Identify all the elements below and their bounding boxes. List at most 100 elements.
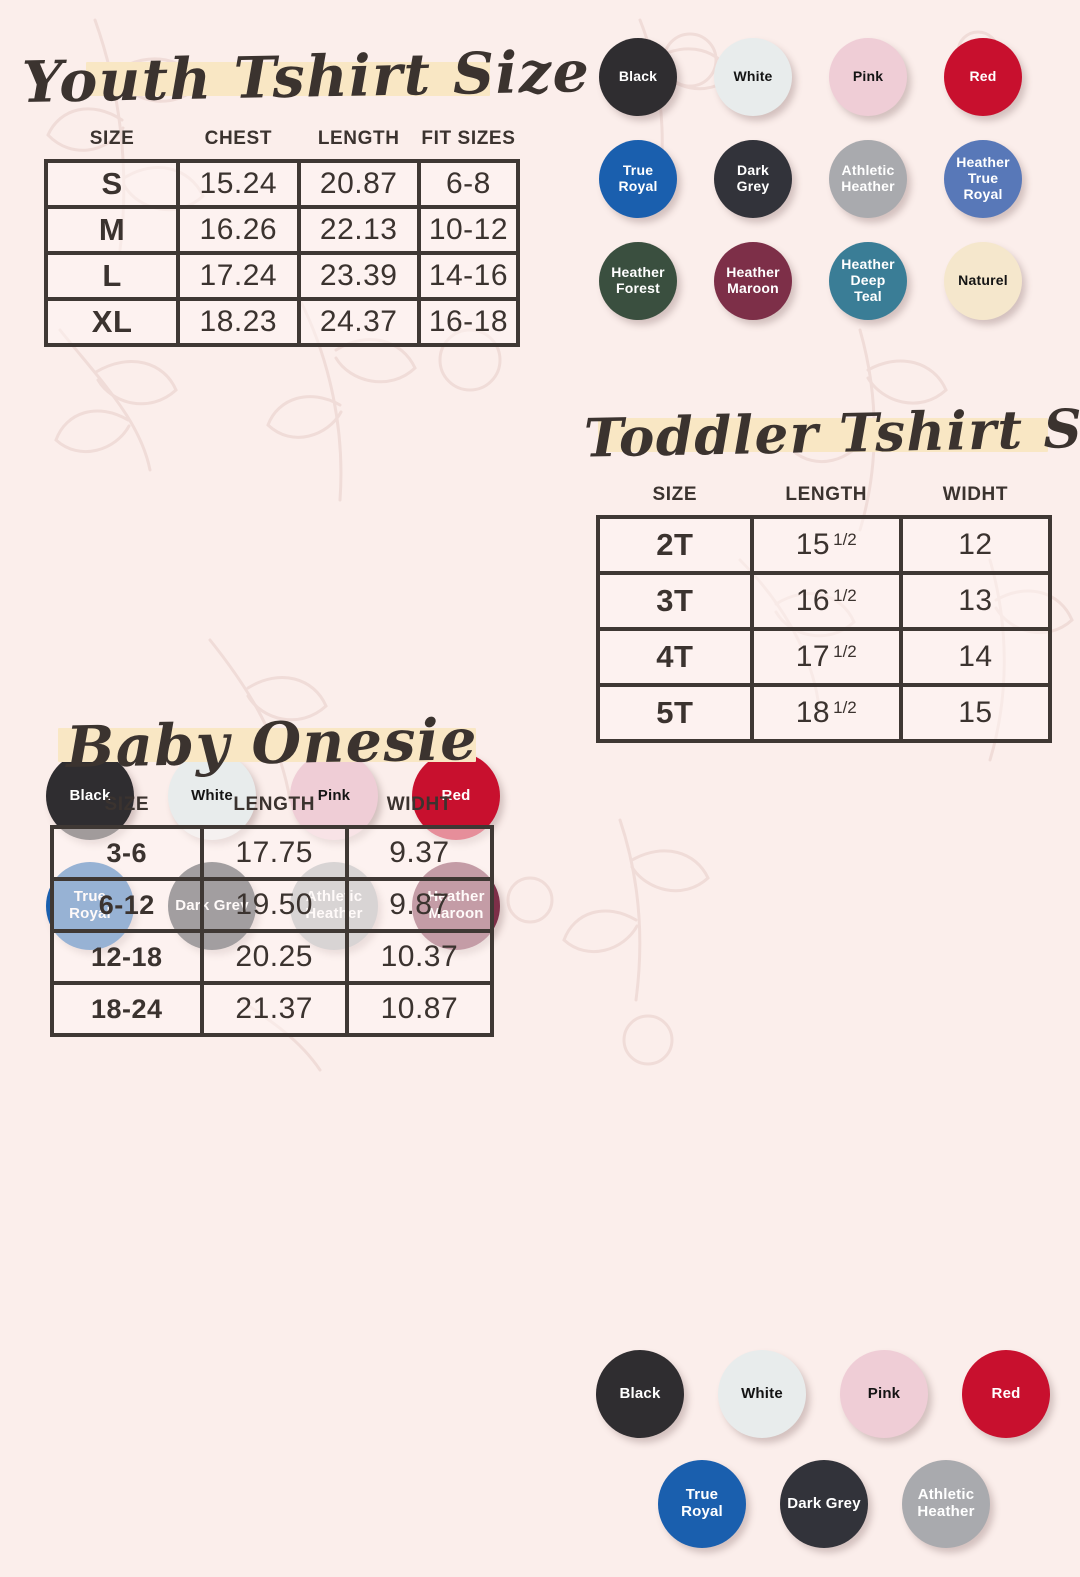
youth-size-table: SIZE CHEST LENGTH FIT SIZES S 15.24 20.8…: [43, 128, 521, 347]
youth-cell-chest: 18.23: [176, 297, 301, 347]
baby-col-length: LENGTH: [233, 794, 316, 815]
table-row: 18-24 21.37 10.87: [50, 981, 495, 1037]
baby-cell-length: 21.37: [199, 981, 349, 1037]
color-swatch-white[interactable]: White: [714, 38, 792, 116]
color-swatch-pink[interactable]: Pink: [840, 1350, 928, 1438]
color-swatch-athletic-heather[interactable]: Athletic Heather: [902, 1460, 990, 1548]
color-swatch-label: Black: [69, 786, 111, 804]
youth-cell-fit: 6-8: [416, 159, 521, 209]
color-swatch-heather-maroon[interactable]: Heather Maroon: [714, 242, 792, 320]
table-row: 2T 15 1/2 12: [596, 515, 1053, 575]
toddler-cell-width: 12: [898, 515, 1053, 575]
color-swatch-true-royal[interactable]: True Royal: [599, 140, 677, 218]
color-swatch-black[interactable]: Black: [599, 38, 677, 116]
baby-cell-length: 19.50: [199, 877, 349, 933]
table-row: 5T 18 1/2 15: [596, 683, 1053, 743]
color-swatch-dark-grey[interactable]: Dark Grey: [714, 140, 792, 218]
color-swatch-label: Athletic Heather: [917, 1486, 975, 1520]
color-swatch-true-royal[interactable]: True Royal: [658, 1460, 746, 1548]
youth-color-swatch-grid: Black White Pink Red True Royal Dark Grey Athl…: [584, 30, 1064, 340]
toddler-cell-width: 14: [898, 627, 1053, 687]
toddler-cell-size: 4T: [596, 627, 754, 687]
color-swatch-label: Heather Deep Teal: [841, 256, 895, 304]
youth-cell-chest: 17.24: [176, 251, 301, 301]
color-swatch-white[interactable]: White: [718, 1350, 806, 1438]
baby-onesie-section: Baby Onesie SIZE LENGTH WIDHT 3-6 17.75 …: [22, 700, 522, 1037]
color-swatch-black[interactable]: Black: [46, 752, 134, 840]
toddler-title-wrap: Toddler Tshirt Size: [583, 390, 1080, 482]
baby-cell-width: 9.37: [344, 825, 495, 881]
color-swatch-red[interactable]: Red: [944, 38, 1022, 116]
toddler-col-length: LENGTH: [785, 484, 868, 505]
color-swatch-label: Red: [991, 1384, 1021, 1402]
baby-cell-length: 17.75: [199, 825, 349, 881]
table-row: 3T 16 1/2 13: [596, 571, 1053, 631]
color-swatch-naturel[interactable]: Naturel: [944, 242, 1022, 320]
table-row: 4T 17 1/2 14: [596, 627, 1053, 687]
youth-cell-length: 20.87: [296, 159, 421, 209]
color-swatch-label: White: [733, 68, 773, 85]
table-row: M 16.26 22.13 10-12: [43, 205, 521, 255]
youth-col-length: LENGTH: [317, 128, 400, 149]
baby-cell-width: 9.87: [344, 877, 495, 933]
youth-cell-size: L: [43, 251, 181, 301]
table-row: L 17.24 23.39 14-16: [43, 251, 521, 301]
color-swatch-label: Red: [969, 68, 997, 85]
baby-cell-size: 12-18: [50, 929, 204, 985]
color-swatch-label: Pink: [852, 68, 884, 85]
color-swatch-label: True Royal: [681, 1486, 723, 1520]
toddler-cell-size: 2T: [596, 515, 754, 575]
color-swatch-pink[interactable]: Pink: [829, 38, 907, 116]
baby-color-swatch-grid: Black White Pink Red True Royal Dark Grey Athl…: [568, 1342, 1068, 1577]
table-row: 12-18 20.25 10.37: [50, 929, 495, 985]
baby-title-wrap: Baby Onesie: [22, 700, 522, 792]
color-swatch-label: Heather True Royal: [956, 154, 1010, 202]
baby-cell-width: 10.87: [344, 981, 495, 1037]
youth-col-size: SIZE: [89, 128, 135, 149]
toddler-col-width: WIDHT: [942, 484, 1009, 505]
color-swatch-red[interactable]: Red: [962, 1350, 1050, 1438]
youth-tshirt-section: Youth Tshirt Size SIZE CHEST LENGTH FIT …: [21, 34, 591, 347]
toddler-cell-length: 15 1/2: [749, 515, 903, 575]
color-swatch-heather-true-royal[interactable]: Heather True Royal: [944, 140, 1022, 218]
color-swatch-label: Pink: [867, 1384, 901, 1402]
color-swatch-label: Pink: [317, 786, 351, 804]
youth-cell-size: M: [43, 205, 181, 255]
youth-cell-chest: 16.26: [176, 205, 301, 255]
toddler-cell-length: 17 1/2: [749, 627, 903, 687]
color-swatch-black[interactable]: Black: [596, 1350, 684, 1438]
youth-cell-fit: 14-16: [416, 251, 521, 301]
color-swatch-label: Black: [618, 68, 658, 85]
baby-cell-length: 20.25: [199, 929, 349, 985]
youth-table-header-row: SIZE CHEST LENGTH FIT SIZES: [46, 128, 518, 161]
color-swatch-dark-grey[interactable]: Dark Grey: [780, 1460, 868, 1548]
baby-col-size: SIZE: [104, 794, 150, 815]
toddler-cell-width: 15: [898, 683, 1053, 743]
toddler-cell-length: 16 1/2: [749, 571, 903, 631]
youth-col-chest: CHEST: [204, 128, 273, 149]
color-swatch-label: Dark Grey: [736, 162, 770, 194]
color-swatch-label: Athletic Heather: [841, 162, 895, 194]
table-row: S 15.24 20.87 6-8: [43, 159, 521, 209]
baby-size-table: SIZE LENGTH WIDHT 3-6 17.75 9.37 6-12 19…: [50, 794, 495, 1037]
toddler-table-header-row: SIZE LENGTH WIDHT: [598, 484, 1050, 517]
color-swatch-pink[interactable]: Pink: [290, 752, 378, 840]
youth-title: Youth Tshirt Size: [21, 38, 591, 116]
youth-cell-fit: 10-12: [416, 205, 521, 255]
toddler-col-size: SIZE: [652, 484, 698, 505]
youth-col-fit: FIT SIZES: [421, 128, 516, 149]
color-swatch-label: Heather Maroon: [726, 264, 780, 296]
youth-cell-fit: 16-18: [416, 297, 521, 347]
baby-cell-width: 10.37: [344, 929, 495, 985]
color-swatch-heather-forest[interactable]: Heather Forest: [599, 242, 677, 320]
baby-col-width: WIDHT: [386, 794, 453, 815]
baby-cell-size: 3-6: [50, 825, 204, 881]
youth-cell-length: 23.39: [296, 251, 421, 301]
color-swatch-label: White: [741, 1384, 783, 1402]
color-swatch-athletic-heather[interactable]: Athletic Heather: [829, 140, 907, 218]
table-row: 6-12 19.50 9.87: [50, 877, 495, 933]
color-swatch-red[interactable]: Red: [412, 752, 500, 840]
table-row: 3-6 17.75 9.37: [50, 825, 495, 881]
color-swatch-heather-deep-teal[interactable]: Heather Deep Teal: [829, 242, 907, 320]
youth-cell-length: 24.37: [296, 297, 421, 347]
